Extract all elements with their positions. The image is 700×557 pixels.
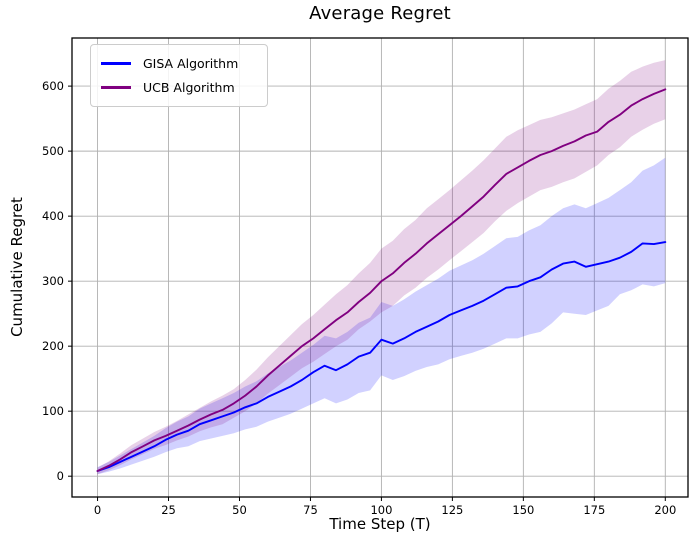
y-tick-label: 0 xyxy=(57,469,64,483)
legend-label-gisa: GISA Algorithm xyxy=(143,56,239,72)
confidence-band xyxy=(97,157,666,475)
axes-spines xyxy=(71,37,689,498)
y-tick-label: 200 xyxy=(42,339,64,353)
y-tick-label: 400 xyxy=(42,209,64,223)
y-tick-label: 600 xyxy=(42,79,64,93)
legend-label-ucb: UCB Algorithm xyxy=(143,79,235,95)
x-tick-label: 50 xyxy=(232,503,247,517)
x-tick-label: 150 xyxy=(512,503,534,517)
series-line xyxy=(96,88,667,472)
legend-item-ucb: UCB Algorithm xyxy=(101,76,257,100)
x-axis-label: Time Step (T) xyxy=(329,515,431,533)
x-tick-label: 175 xyxy=(583,503,605,517)
x-tick-label: 75 xyxy=(303,503,318,517)
x-tick-label: 200 xyxy=(654,503,676,517)
legend-item-gisa: GISA Algorithm xyxy=(101,52,257,76)
ucb-line-swatch xyxy=(101,85,131,89)
y-tick-label: 500 xyxy=(42,144,64,158)
gisa-line-swatch xyxy=(101,62,131,66)
y-tick-label: 100 xyxy=(42,404,64,418)
x-tick-label: 100 xyxy=(370,503,392,517)
x-tick-label: 125 xyxy=(441,503,463,517)
x-tick-label: 0 xyxy=(94,503,101,517)
x-tick-label: 25 xyxy=(161,503,176,517)
legend: GISA Algorithm UCB Algorithm xyxy=(90,44,268,107)
chart-title: Average Regret xyxy=(309,3,451,24)
series-line xyxy=(96,241,667,472)
y-tick-label: 300 xyxy=(42,274,64,288)
